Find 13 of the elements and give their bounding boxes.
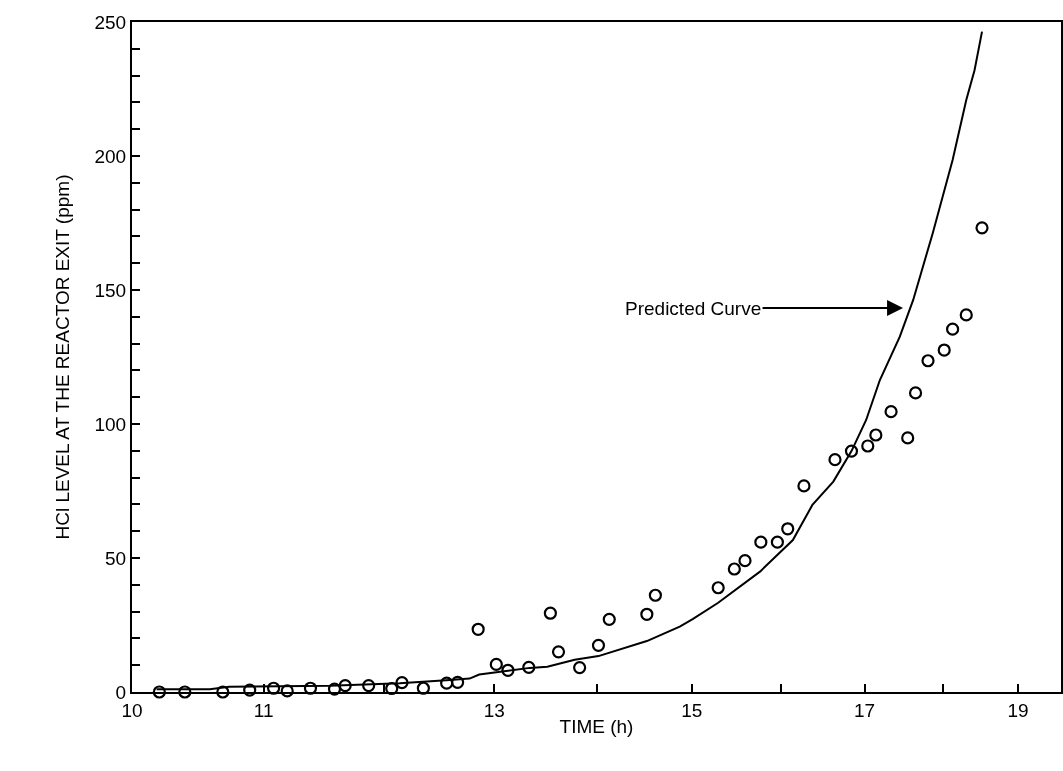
- x-tick-label: 11: [253, 699, 274, 721]
- y-tick-label: 50: [105, 547, 127, 569]
- y-axis-title: HCl LEVEL AT THE REACTOR EXIT (ppm): [51, 174, 73, 540]
- x-tick-label: 19: [1007, 699, 1029, 721]
- x-tick-label: 13: [483, 699, 505, 721]
- y-tick-label: 200: [94, 145, 127, 167]
- y-tick-label: 150: [94, 279, 127, 301]
- annotation: Predicted Curve: [625, 298, 762, 319]
- x-tick-label: 17: [853, 699, 876, 721]
- y-tick-label: 100: [94, 413, 127, 435]
- y-tick-label: 250: [94, 11, 127, 33]
- x-axis-title: TIME (h): [559, 716, 634, 738]
- x-tick-label: 15: [681, 699, 703, 721]
